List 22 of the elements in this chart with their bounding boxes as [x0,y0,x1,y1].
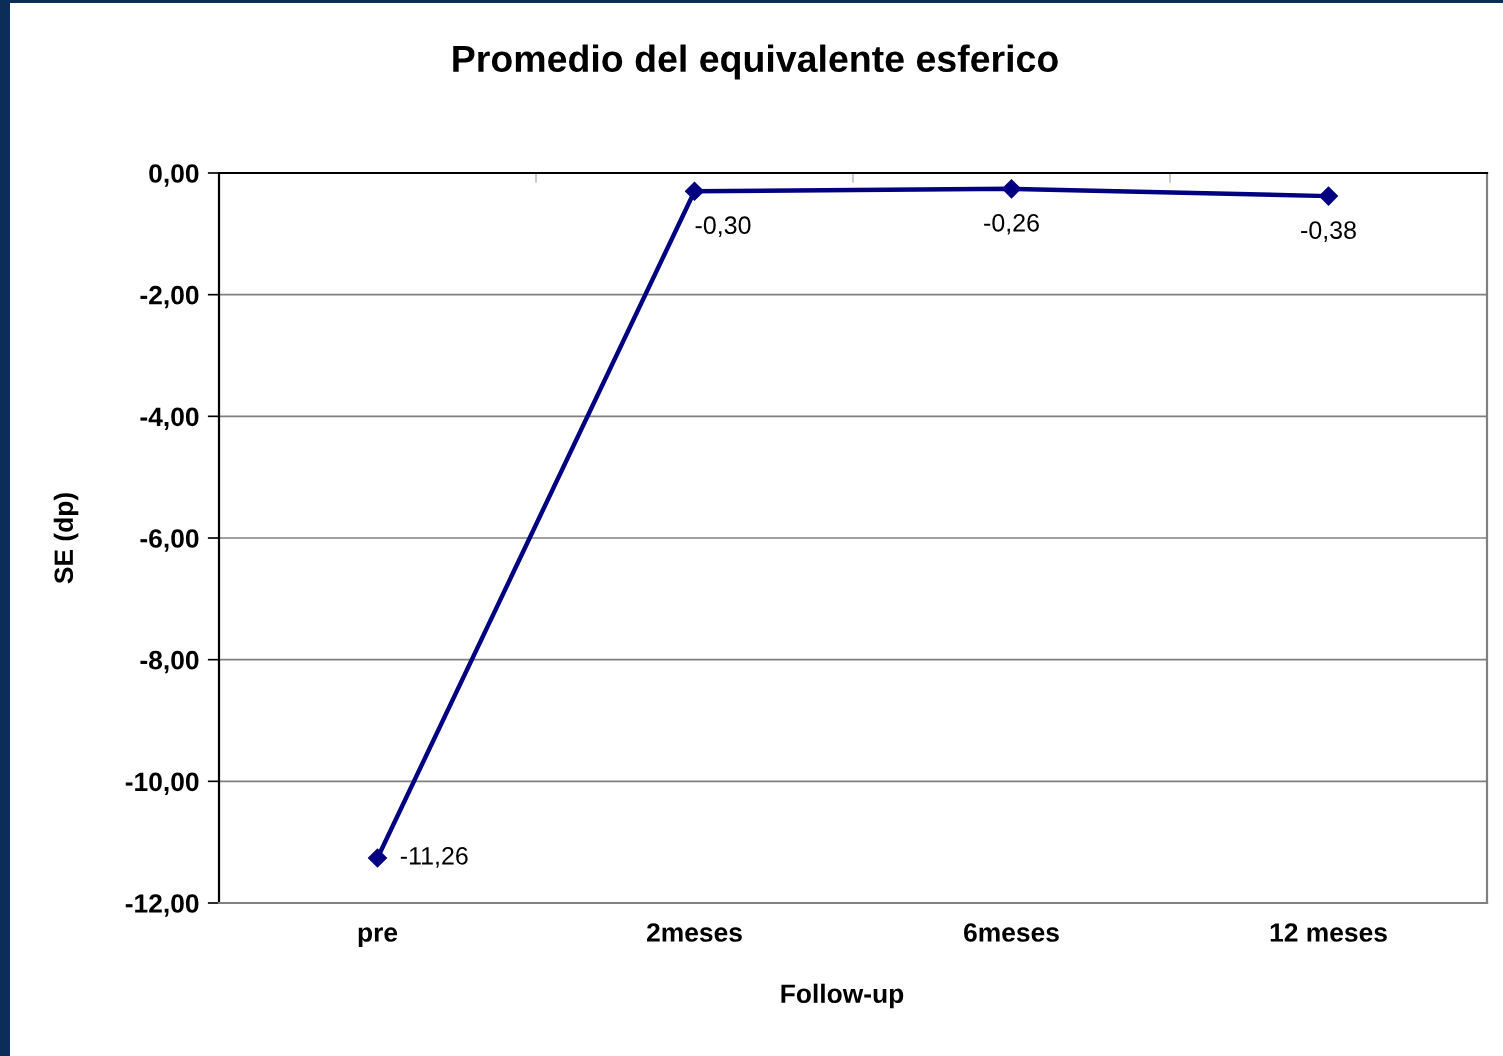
chart-title: Promedio del equivalente esferico [453,44,1058,80]
y-tick-label: 0,00 [149,164,199,187]
data-label: -0,30 [695,216,751,238]
x-tick-label: 6meses [964,923,1059,942]
y-tick-label: -8,00 [140,650,199,674]
data-label: -0,26 [984,213,1039,235]
point [684,181,705,201]
x-tick-label: 2meses [647,923,742,942]
x-axis-title: Follow-up [781,983,904,1009]
y-tick-label: -6,00 [140,529,199,552]
y-tick-label: -4,00 [140,407,199,430]
x-tick-label: pre [358,927,398,948]
y-tick-label: -2,00 [140,285,199,309]
point [367,848,388,868]
point [1318,186,1339,206]
y-tick-label: -12,00 [125,894,199,917]
y-axis-title: SE (dp) [53,493,79,584]
y-tick-label: -10,00 [125,772,199,795]
data-label: -0,38 [1301,221,1356,242]
point [1001,179,1022,199]
x-tick-label: 12 meses [1270,923,1387,942]
data-label: -11,26 [400,846,468,868]
